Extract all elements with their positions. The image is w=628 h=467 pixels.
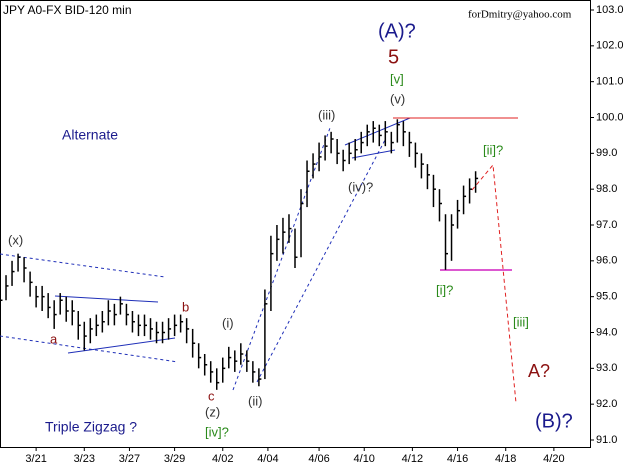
x-tick-label: 4/12 (402, 453, 423, 465)
wave-label: (i) (222, 315, 234, 330)
y-tick-label: 100.0 (596, 111, 624, 123)
wave-label: [v] (390, 71, 404, 86)
x-tick-label: 3/21 (25, 453, 46, 465)
x-tick-label: 4/20 (543, 453, 564, 465)
y-tick-label: 95.0 (596, 291, 617, 303)
wave-label: (z) (205, 404, 220, 419)
triangle-line (54, 295, 159, 303)
y-tick-label: 96.0 (596, 255, 617, 267)
wave-label: (B)? (535, 410, 573, 432)
wave-label: (A)? (378, 20, 416, 42)
y-tick-label: 98.0 (596, 183, 617, 195)
wave-label: a (50, 331, 58, 346)
channel-line (0, 253, 166, 278)
channel-line (0, 335, 179, 363)
y-tick-label: 102.0 (596, 40, 624, 52)
x-tick-label: 3/29 (164, 453, 185, 465)
x-tick-label: 4/04 (257, 453, 278, 465)
x-tick-label: 3/23 (74, 453, 95, 465)
wave-label: (iii) (318, 107, 335, 122)
wave-label: [ii]? (483, 142, 503, 157)
wave-lines (0, 117, 518, 404)
x-tick-label: 4/16 (447, 453, 468, 465)
wave-label: (x) (8, 232, 23, 247)
y-tick-label: 93.0 (596, 362, 617, 374)
wave-label: b (182, 299, 189, 314)
wave-label: A? (528, 361, 550, 381)
channel-line (256, 139, 386, 383)
wave-label: (iv)? (348, 179, 373, 194)
channel-line (232, 127, 331, 391)
wedge-line (351, 149, 396, 159)
y-tick-label: 103.0 (596, 4, 624, 16)
wave-label: [i]? (436, 282, 453, 297)
wave-label: (v) (390, 91, 405, 106)
projection-line (471, 163, 517, 404)
y-tick-label: 97.0 (596, 219, 617, 231)
wave-label: (ii) (248, 393, 262, 408)
wave-label: Triple Zigzag ? (45, 419, 137, 435)
x-tick-label: 4/06 (308, 453, 329, 465)
y-tick-label: 92.0 (596, 398, 617, 410)
y-tick-label: 99.0 (596, 147, 617, 159)
chart-title: JPY A0-FX BID-120 min (3, 3, 132, 17)
x-tick-label: 4/10 (354, 453, 375, 465)
x-tick-label: 4/02 (212, 453, 233, 465)
wave-label: 5 (388, 46, 399, 68)
y-tick-label: 101.0 (596, 76, 624, 88)
wave-label: c (208, 388, 215, 403)
x-tick-label: 3/27 (119, 453, 140, 465)
watermark: forDmitry@yahoo.com (468, 9, 572, 21)
wave-label: [iv]? (205, 424, 229, 439)
x-tick-label: 4/18 (495, 453, 516, 465)
wave-label: [iii] (513, 314, 529, 329)
plot-frame (0, 0, 591, 448)
wave-label: Alternate (62, 127, 118, 143)
y-tick-label: 94.0 (596, 326, 617, 338)
y-tick-label: 91.0 (596, 434, 617, 446)
